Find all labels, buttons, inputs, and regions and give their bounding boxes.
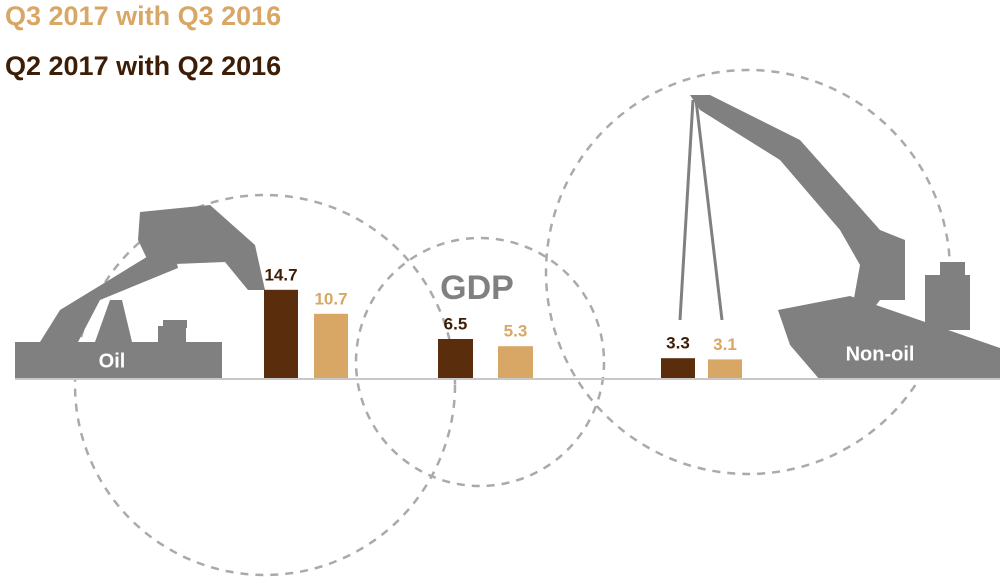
bar: [264, 289, 298, 378]
category-label: GDP: [440, 269, 514, 307]
legend-entry: Q3 2017 with Q3 2016: [5, 1, 281, 31]
ship-icon: [678, 95, 1000, 380]
data-label: 5.3: [504, 322, 528, 341]
data-label: 14.7: [264, 265, 297, 284]
oil-pump-icon: [15, 205, 265, 380]
category-label: Non-oil: [846, 343, 915, 365]
bar: [498, 346, 533, 378]
legend-entry: Q2 2017 with Q2 2016: [5, 51, 281, 81]
category-label: Oil: [99, 350, 126, 372]
bar: [314, 313, 348, 378]
data-label: 3.3: [666, 334, 690, 353]
bar: [708, 359, 742, 378]
data-label: 10.7: [314, 289, 347, 308]
data-label: 3.1: [713, 335, 737, 354]
data-label: 6.5: [444, 314, 468, 333]
bar: [438, 339, 473, 378]
bar: [661, 358, 695, 378]
